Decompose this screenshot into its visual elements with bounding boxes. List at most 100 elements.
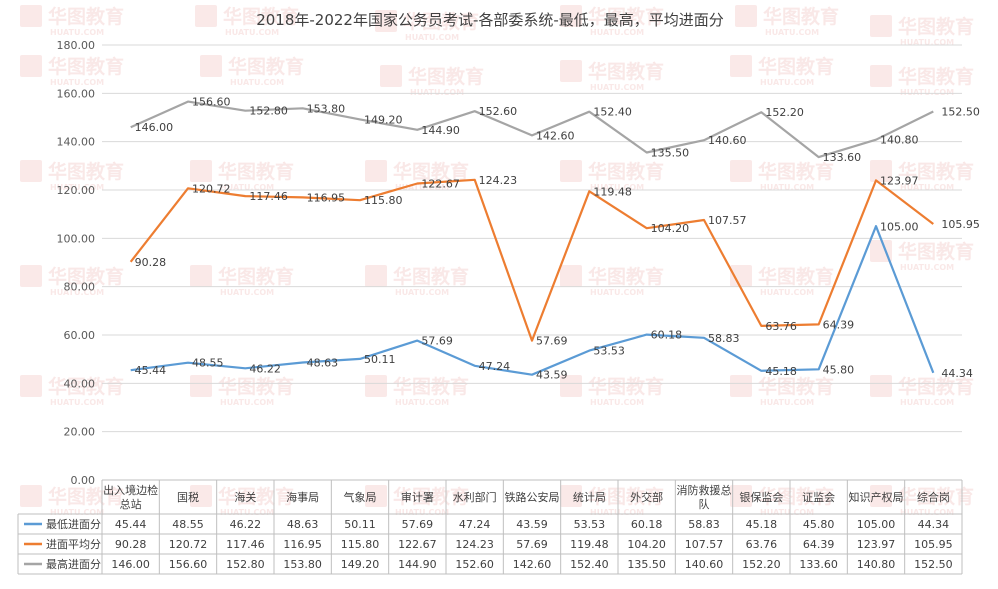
watermark-text: 华图教育 — [588, 485, 664, 508]
table-cell: 48.55 — [172, 518, 204, 531]
y-tick-label: 100.00 — [57, 232, 96, 245]
series-lines — [129, 100, 935, 376]
watermark-logo — [730, 375, 752, 397]
chart-title: 2018年-2022年国家公务员考试-各部委系统-最低，最高，平均进面分 — [256, 11, 724, 29]
table-cell: 152.80 — [226, 558, 265, 571]
data-label: 152.20 — [765, 106, 804, 119]
watermark-logo — [20, 375, 42, 397]
x-tick-label: 出入境边检 — [103, 483, 158, 497]
data-label: 152.40 — [593, 106, 632, 119]
y-tick-label: 120.00 — [57, 184, 96, 197]
watermark-domain: HUATU.COM — [395, 183, 449, 192]
table-cell: 107.57 — [685, 538, 724, 551]
watermark-logo — [870, 65, 892, 87]
x-tick-label: 消防救援总 — [677, 483, 732, 497]
legend-label: 最低进面分 — [46, 518, 101, 531]
data-label: 45.44 — [135, 364, 167, 377]
watermark-text: 华图教育 — [758, 375, 834, 398]
watermark-text: 华图教育 — [588, 5, 664, 28]
watermark-logo — [730, 485, 752, 507]
data-label: 144.90 — [421, 124, 460, 137]
data-label: 135.50 — [651, 147, 690, 160]
data-label: 58.83 — [708, 332, 740, 345]
watermark-domain: HUATU.COM — [760, 78, 814, 87]
table-cell: 135.50 — [627, 558, 666, 571]
watermark-text: 华图教育 — [588, 60, 664, 83]
table-cell: 105.00 — [857, 518, 896, 531]
watermark-text: 华图教育 — [218, 375, 294, 398]
watermark-text: 华图教育 — [588, 160, 664, 183]
watermark-text: 华图教育 — [393, 485, 469, 508]
data-label: 120.72 — [192, 182, 231, 195]
data-label: 44.34 — [941, 367, 973, 380]
x-tick-label: 总站 — [120, 497, 142, 511]
table-cell: 140.80 — [857, 558, 896, 571]
data-label: 53.53 — [593, 345, 625, 358]
watermark-logo — [560, 5, 582, 27]
table-cell: 58.83 — [688, 518, 720, 531]
y-tick-label: 40.00 — [64, 377, 96, 390]
data-label: 64.39 — [823, 318, 855, 331]
data-label: 119.48 — [593, 185, 632, 198]
x-tick-label: 海事局 — [286, 490, 319, 504]
watermark-text: 华图教育 — [898, 65, 974, 88]
watermark-logo — [375, 10, 397, 32]
table-cell: 140.60 — [685, 558, 724, 571]
data-label: 57.69 — [421, 335, 453, 348]
table-cell: 64.39 — [803, 538, 835, 551]
table-cell: 117.46 — [226, 538, 265, 551]
data-label: 116.95 — [307, 191, 346, 204]
data-label: 47.24 — [479, 360, 511, 373]
watermark-logo — [20, 485, 42, 507]
watermark-logo — [560, 60, 582, 82]
watermark-domain: HUATU.COM — [760, 508, 814, 517]
y-tick-label: 60.00 — [64, 329, 96, 342]
table-cell: 152.20 — [742, 558, 781, 571]
y-tick-label: 180.00 — [57, 39, 96, 52]
table-cell: 152.50 — [914, 558, 953, 571]
watermark-logo — [190, 375, 212, 397]
legend-label: 进面平均分 — [46, 538, 101, 551]
watermark-domain: HUATU.COM — [590, 183, 644, 192]
watermark-logo — [365, 160, 387, 182]
watermark-text: 华图教育 — [393, 375, 469, 398]
table-cell: 115.80 — [341, 538, 380, 551]
data-label: 152.60 — [479, 105, 517, 118]
watermark-domain: HUATU.COM — [590, 398, 644, 407]
table-cell: 149.20 — [341, 558, 380, 571]
watermark-logo — [20, 265, 42, 287]
watermark-logo — [365, 375, 387, 397]
watermark-domain: HUATU.COM — [760, 183, 814, 192]
watermark-text: 华图教育 — [588, 265, 664, 288]
watermark-domain: HUATU.COM — [900, 398, 954, 407]
legend-label: 最高进面分 — [46, 557, 101, 571]
table-cell: 44.34 — [918, 518, 950, 531]
table-cell: 122.67 — [398, 538, 437, 551]
table-cell: 152.40 — [570, 558, 609, 571]
watermark-text: 华图教育 — [898, 160, 974, 183]
table-cell: 43.59 — [516, 518, 548, 531]
table-cell: 120.72 — [169, 538, 208, 551]
gridlines — [102, 44, 962, 481]
table-cell: 153.80 — [283, 558, 322, 571]
watermark-domain: HUATU.COM — [405, 33, 459, 42]
watermark-text: 华图教育 — [48, 265, 124, 288]
watermark-text: 华图教育 — [228, 55, 304, 78]
watermark-text: 华图教育 — [588, 375, 664, 398]
watermark-logo — [730, 265, 752, 287]
